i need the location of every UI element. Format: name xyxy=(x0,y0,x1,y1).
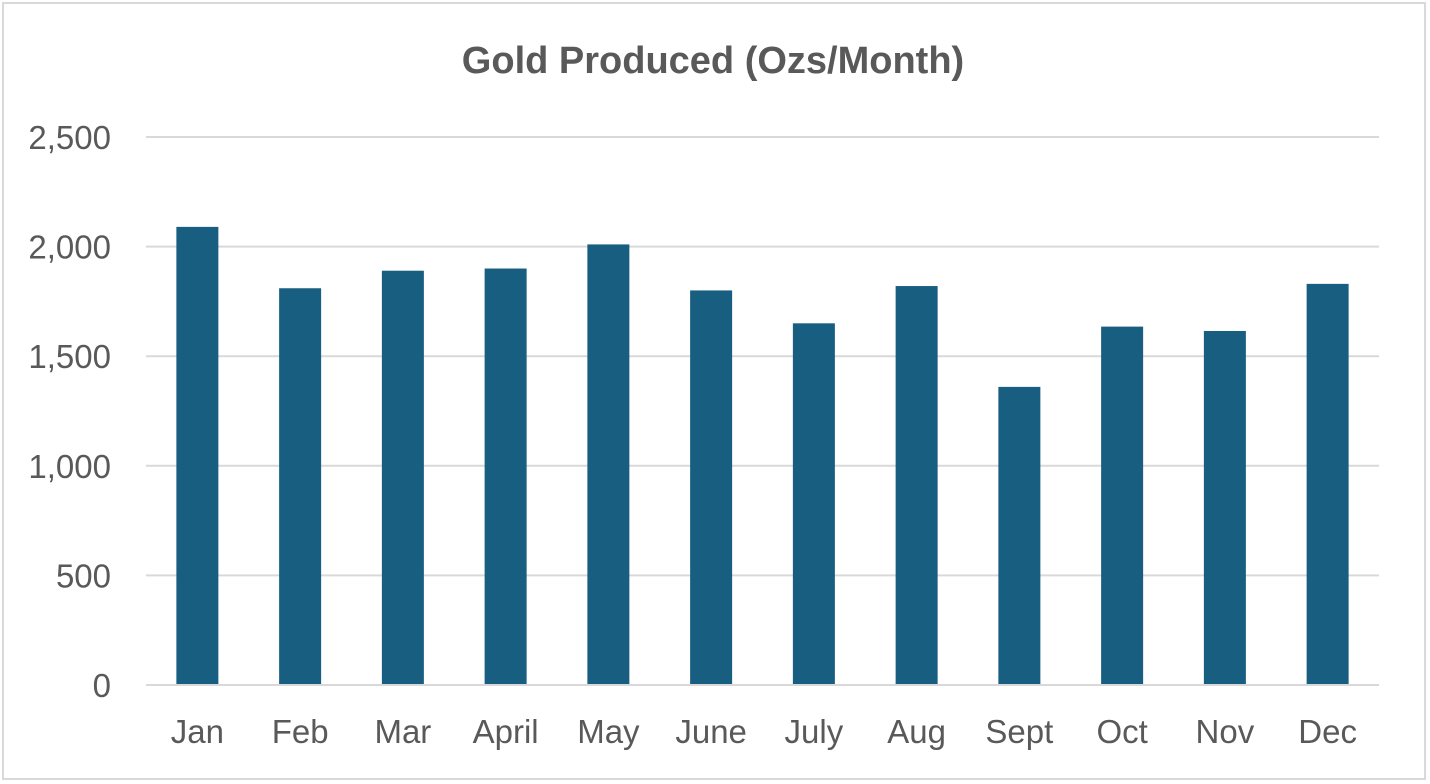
bar-oct xyxy=(1101,326,1144,685)
y-tick-label: 500 xyxy=(56,557,111,594)
x-tick-label: Sept xyxy=(985,713,1053,750)
bar-mar xyxy=(381,270,424,685)
y-tick-label: 2,500 xyxy=(28,119,111,156)
x-axis-labels: Jan Feb Mar April May June July Aug Sept Oct Nov De… xyxy=(171,713,1357,750)
y-tick-label: 0 xyxy=(93,667,111,704)
gridlines xyxy=(146,136,1379,686)
x-tick-label: Aug xyxy=(887,713,946,750)
x-tick-label: July xyxy=(785,713,844,750)
x-tick-label: Dec xyxy=(1298,713,1357,750)
bar-aug xyxy=(895,286,938,685)
bar-jan xyxy=(176,226,219,685)
x-tick-label: June xyxy=(675,713,747,750)
x-tick-label: Mar xyxy=(374,713,431,750)
chart-title: Gold Produced (Ozs/Month) xyxy=(462,40,964,82)
x-tick-label: Nov xyxy=(1196,713,1255,750)
bar-april xyxy=(484,268,527,685)
x-tick-label: Oct xyxy=(1096,713,1147,750)
x-tick-label: May xyxy=(577,713,640,750)
bar-july xyxy=(792,323,835,685)
x-tick-label: April xyxy=(473,713,539,750)
y-tick-label: 2,000 xyxy=(28,229,111,266)
bar-sept xyxy=(998,386,1041,685)
bar-nov xyxy=(1203,330,1246,685)
y-axis-labels: 0 500 1,000 1,500 2,000 2,500 xyxy=(28,119,111,704)
x-tick-label: Jan xyxy=(171,713,224,750)
bars xyxy=(146,226,1379,686)
y-tick-label: 1,000 xyxy=(28,448,111,485)
bar-feb xyxy=(279,288,322,685)
bar-may xyxy=(587,244,630,685)
y-tick-label: 1,500 xyxy=(28,338,111,375)
x-tick-label: Feb xyxy=(272,713,329,750)
bar-june xyxy=(690,290,733,685)
bar-dec xyxy=(1306,283,1349,685)
